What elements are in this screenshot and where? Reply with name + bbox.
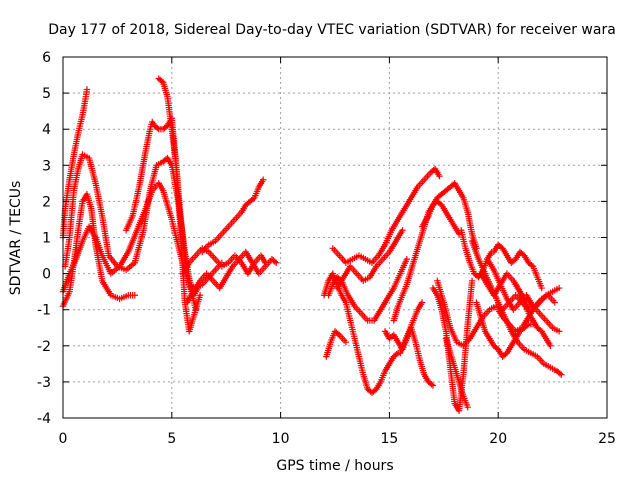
y-tick-label: -1: [37, 303, 51, 319]
y-tick-label: 4: [42, 122, 51, 138]
series-s16: [390, 198, 463, 324]
series-markers: [418, 180, 480, 252]
y-tick-label: 2: [42, 194, 51, 210]
y-tick-label: -3: [37, 375, 51, 391]
x-axis-label: GPS time / hours: [276, 458, 393, 474]
series-s19: [429, 277, 476, 414]
series-markers: [390, 198, 463, 324]
y-tick-label: -2: [37, 339, 51, 355]
series-s7: [179, 245, 269, 277]
series-markers: [59, 86, 91, 241]
y-tick-label: 3: [42, 158, 51, 174]
series-s9: [183, 248, 280, 306]
series-markers: [325, 255, 411, 324]
axis-ticks: 0 5 10 15 20 25 -4 -3 -2 -1 0 1 2 3 4 5 6: [37, 50, 616, 447]
series-markers: [179, 245, 269, 277]
x-tick-label: 20: [489, 431, 507, 447]
y-tick-label: 5: [42, 86, 51, 102]
series-s10: [320, 270, 402, 396]
series-s27: [490, 241, 545, 292]
y-tick-label: -4: [37, 411, 51, 427]
series-s8: [199, 176, 267, 256]
series-s12: [325, 255, 411, 324]
data-points: [59, 75, 565, 414]
series-s1: [59, 86, 91, 241]
series-markers: [155, 75, 202, 299]
series-markers: [490, 241, 545, 292]
series-s5: [122, 115, 204, 335]
series-markers: [122, 115, 204, 335]
x-tick-label: 10: [272, 431, 290, 447]
series-s17: [397, 299, 426, 357]
series-markers: [199, 176, 267, 256]
y-axis-label: SDTVAR / TECUs: [8, 181, 24, 296]
series-s13: [329, 165, 443, 266]
series-s6: [155, 75, 202, 299]
series-s11: [323, 328, 350, 360]
series-s18: [418, 180, 480, 252]
series-markers: [333, 227, 406, 292]
series-markers: [429, 277, 476, 414]
series-markers: [397, 299, 426, 357]
series-markers: [329, 165, 443, 266]
grid-lines: [63, 57, 607, 418]
x-tick-label: 5: [167, 431, 176, 447]
y-tick-label: 1: [42, 231, 51, 247]
series-s14: [333, 227, 406, 292]
x-tick-label: 25: [598, 431, 616, 447]
x-tick-label: 15: [380, 431, 398, 447]
series-s20: [442, 335, 471, 411]
series-markers: [512, 281, 554, 349]
y-tick-label: 0: [42, 267, 51, 283]
series-markers: [323, 328, 350, 360]
series-s29: [512, 281, 554, 349]
series-markers: [183, 248, 280, 306]
series-markers: [442, 335, 471, 411]
series-markers: [320, 270, 402, 396]
x-tick-label: 0: [59, 431, 68, 447]
chart-title: Day 177 of 2018, Sidereal Day-to-day VTE…: [48, 22, 616, 38]
y-tick-label: 6: [42, 50, 51, 66]
